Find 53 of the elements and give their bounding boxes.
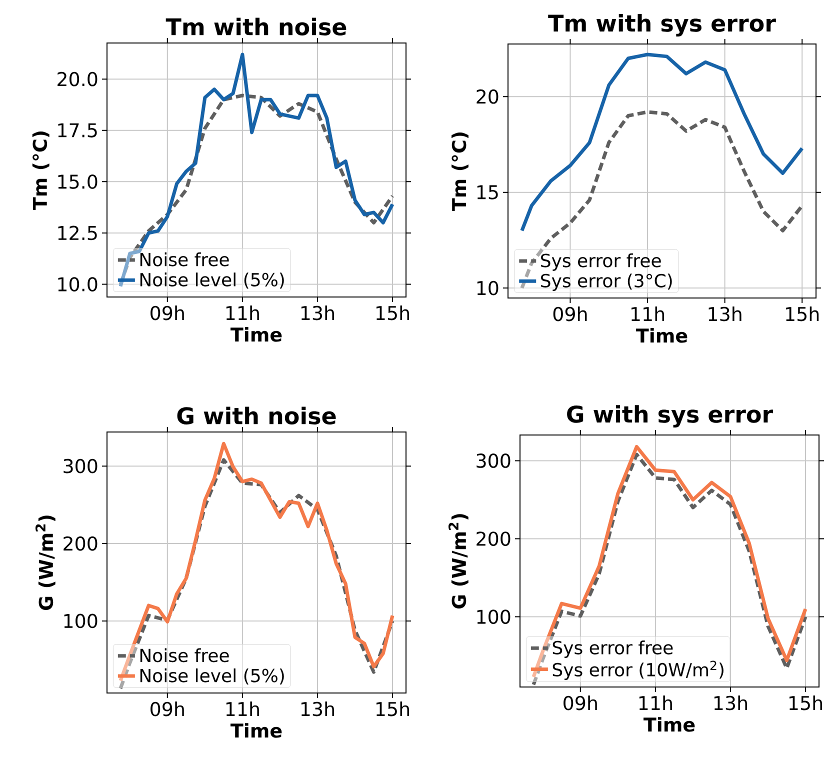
legend-label: Sys error (3°C) bbox=[541, 274, 672, 291]
chart-title: G with noise bbox=[177, 406, 336, 424]
y-tick-label: 17.5 bbox=[58, 123, 97, 138]
legend-label: Noise free bbox=[140, 252, 229, 266]
y-tick-label: 10.0 bbox=[58, 277, 98, 292]
x-axis-title: Time bbox=[644, 717, 695, 732]
x-tick-label: 13h bbox=[714, 696, 747, 710]
x-tick-label: 09h bbox=[564, 696, 597, 710]
y-tick-label: 100 bbox=[477, 610, 510, 624]
y-tick-label: 20.0 bbox=[58, 72, 98, 86]
legend-label: Sys error free bbox=[552, 640, 673, 658]
x-tick-label: 09h bbox=[553, 306, 587, 322]
y-tick-label: 300 bbox=[476, 454, 510, 468]
x-tick-label: 11h bbox=[226, 702, 259, 716]
y-tick-label: 15.0 bbox=[58, 174, 98, 189]
legend-label: Noise level (5%) bbox=[140, 668, 284, 684]
legend-label: Sys error free bbox=[541, 253, 661, 271]
y-axis-title: Tm (°C) bbox=[32, 132, 50, 210]
chart-title: G with sys error bbox=[567, 405, 774, 428]
x-tick-label: 13h bbox=[301, 702, 334, 716]
x-tick-label: 11h bbox=[226, 306, 259, 320]
y-tick-label: 300 bbox=[64, 458, 98, 474]
x-tick-label: 13h bbox=[301, 306, 334, 320]
chart-title: Tm with sys error bbox=[548, 14, 776, 36]
line-series bbox=[520, 52, 804, 232]
y-tick-label: 200 bbox=[64, 536, 98, 551]
y-tick-label: 20 bbox=[476, 89, 498, 104]
x-axis-title: Time bbox=[230, 327, 282, 342]
x-axis-title: Time bbox=[230, 723, 282, 738]
y-tick-label: 100 bbox=[64, 614, 98, 628]
legend-label: Sys error (10W/m$^{2}$) bbox=[552, 660, 724, 680]
x-tick-label: 15h bbox=[376, 702, 409, 716]
y-tick-label: 200 bbox=[476, 532, 510, 546]
line-series bbox=[118, 52, 394, 288]
line-series bbox=[520, 110, 804, 290]
legend-label: Noise level (5%) bbox=[140, 272, 284, 289]
chart-title: Tm with noise bbox=[166, 18, 346, 36]
x-axis-title: Time bbox=[636, 328, 688, 343]
y-axis-title: G (W/m$^{2}$) bbox=[35, 516, 56, 610]
y-tick-label: 15 bbox=[477, 185, 498, 200]
x-tick-label: 11h bbox=[632, 306, 664, 321]
y-tick-label: 10 bbox=[477, 280, 498, 296]
x-tick-label: 09h bbox=[150, 702, 184, 716]
y-tick-label: 12.5 bbox=[58, 226, 97, 240]
legend-label: Noise free bbox=[140, 648, 229, 662]
x-tick-label: 09h bbox=[150, 306, 184, 320]
y-axis-title: G (W/m$^{2}$) bbox=[448, 514, 468, 609]
x-tick-label: 15h bbox=[376, 306, 409, 320]
x-tick-label: 15h bbox=[789, 696, 822, 710]
y-axis-title: Tm (°C) bbox=[452, 132, 468, 211]
x-tick-label: 11h bbox=[639, 696, 672, 710]
x-tick-label: 13h bbox=[708, 306, 742, 322]
x-tick-label: 15h bbox=[786, 306, 819, 322]
